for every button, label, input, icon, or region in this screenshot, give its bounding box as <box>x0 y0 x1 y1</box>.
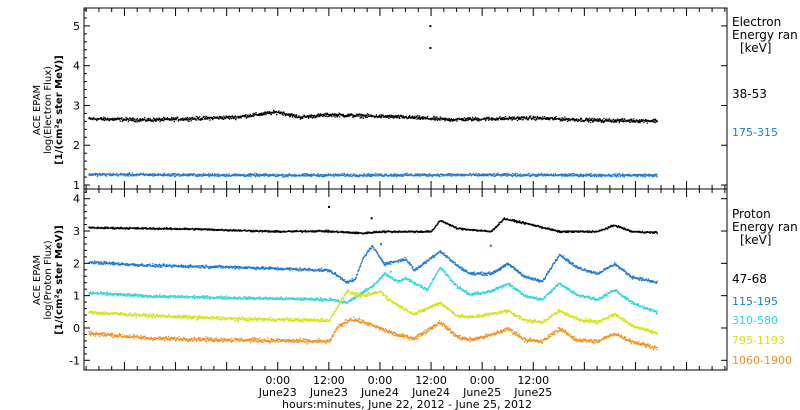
panel-1-series-1-outlier-0 <box>380 243 383 246</box>
panel-1-series-1 <box>88 243 658 284</box>
proton-legend-entry-2: 310-580 <box>732 314 778 327</box>
electron-legend-entry-1: 175-315 <box>732 126 778 139</box>
panel-0-ytick-label-4: 5 <box>73 20 80 33</box>
panel-1-series-0-outlier-0 <box>328 205 331 208</box>
xtick-date-3: June24 <box>411 386 450 399</box>
xtick-time-4: 0:00 <box>470 374 495 387</box>
xtick-time-5: 12:00 <box>517 374 549 387</box>
panel-1-ytick-label-0: -1 <box>69 354 80 367</box>
panel-0-series-0-outlier-0 <box>429 25 432 28</box>
panel-1-ytick-label-4: 3 <box>73 225 80 238</box>
panel-1-ytick-label-5: 4 <box>73 193 80 206</box>
electron-ylabel-line3: [1/(cm²s ster MeV)] <box>54 55 65 164</box>
panel-1-ytick-label-2: 1 <box>73 290 80 303</box>
proton-ylabel-line1: ACE EPAM <box>32 255 43 305</box>
panel-0-series-0-points <box>88 109 658 124</box>
electron-ylabel-line1: ACE EPAM <box>32 85 43 135</box>
panel-0-series-1-points <box>88 172 658 178</box>
panel-0-series-0-outlier-1 <box>429 46 432 49</box>
proton-legend-entry-3: 795-1193 <box>732 334 785 347</box>
xtick-time-1: 12:00 <box>313 374 345 387</box>
panel-1-series-4-points <box>88 316 658 351</box>
electron-ylabel-line2: log(Electron Flux) <box>43 66 54 154</box>
panel-0-ytick-label-3: 4 <box>73 60 80 73</box>
xtick-time-2: 0:00 <box>368 374 393 387</box>
panel-0-series-1 <box>88 172 658 178</box>
proton-ylabel-line3: [1/(cm²s ster MeV)] <box>54 225 65 334</box>
proton-legend-entry-0: 47-68 <box>732 272 767 286</box>
panel-0-series-0 <box>88 25 658 124</box>
xtick-date-4: June25 <box>462 386 501 399</box>
panel-1-series-1-outlier-1 <box>489 244 492 247</box>
panel-1-ytick-label-3: 2 <box>73 257 80 270</box>
panel-0-ytick-label-2: 3 <box>73 99 80 112</box>
x-axis-title: hours:minutes, June 22, 2012 - June 25, … <box>282 398 532 410</box>
proton-legend-entry-4: 1060-1900 <box>732 354 792 367</box>
proton-legend-unit: [keV] <box>740 233 771 247</box>
xtick-date-2: June24 <box>360 386 399 399</box>
panel-1-series-1-points <box>88 244 658 284</box>
electron-legend-unit: [keV] <box>740 41 771 55</box>
panel-1-series-0-points <box>88 217 658 235</box>
electron-panel-frame <box>83 7 728 190</box>
xtick-time-0: 0:00 <box>265 374 290 387</box>
panel-0-ytick-label-0: 1 <box>73 179 80 192</box>
panel-1-series-2-outlier-0 <box>389 270 392 273</box>
electron-legend-subtitle: Energy ran <box>732 28 798 42</box>
panel-1-series-4 <box>88 316 658 351</box>
electron-legend-title: Electron <box>732 15 781 29</box>
panel-1-series-0 <box>88 205 658 235</box>
proton-legend-title: Proton <box>732 207 771 221</box>
xtick-date-1: June23 <box>309 386 348 399</box>
panel-0-ytick-label-1: 2 <box>73 139 80 152</box>
electron-legend-entry-0: 38-53 <box>732 87 767 101</box>
panel-1-series-2-points <box>88 266 658 315</box>
proton-ylabel-line2: log(Proton Flux) <box>43 240 54 319</box>
xtick-date-0: June23 <box>258 386 297 399</box>
panel-1-series-0-outlier-1 <box>370 217 373 220</box>
panel-1-series-2 <box>88 266 658 315</box>
xtick-time-3: 12:00 <box>415 374 447 387</box>
proton-legend-entry-1: 115-195 <box>732 295 778 308</box>
panel-1-ytick-label-1: 0 <box>73 322 80 335</box>
xtick-date-5: June25 <box>513 386 552 399</box>
proton-legend-subtitle: Energy ran <box>732 220 798 234</box>
